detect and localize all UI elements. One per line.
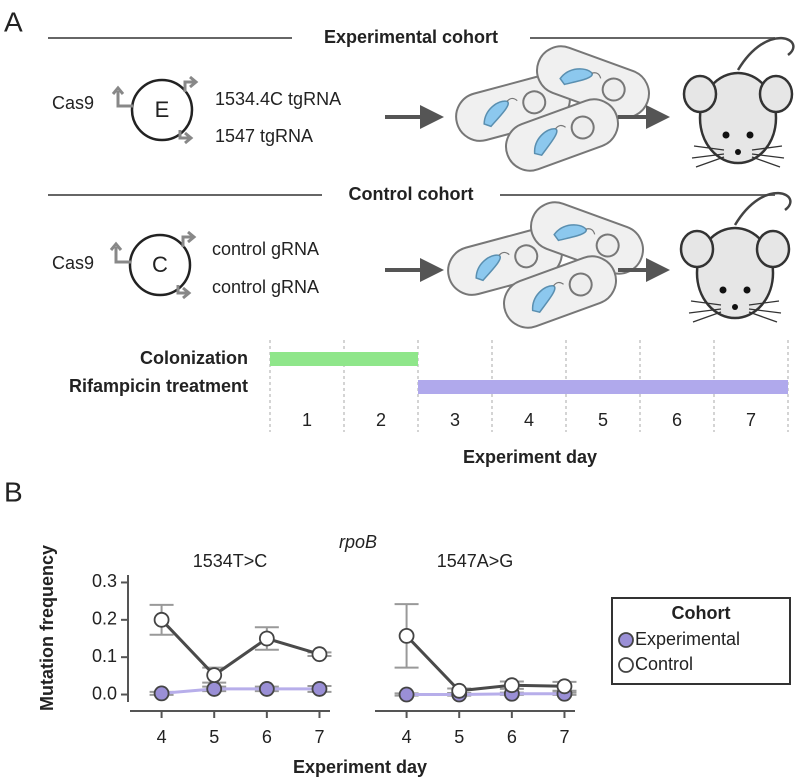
legend-label: Experimental xyxy=(635,629,740,649)
marker xyxy=(311,681,328,697)
legend-marker xyxy=(618,657,634,673)
guide-label: control gRNA xyxy=(212,239,319,259)
marker xyxy=(311,646,328,663)
x-tick-label: 6 xyxy=(262,727,272,747)
marker xyxy=(206,667,223,684)
subplot-title: 1547A>G xyxy=(437,551,514,571)
plasmid-label: E xyxy=(155,97,170,122)
x-axis-title: Experiment day xyxy=(463,447,597,467)
timeline-label: Rifampicin treatment xyxy=(69,376,248,396)
legend-label: Control xyxy=(635,654,693,674)
promoter xyxy=(183,75,199,92)
y-tick-label: 0.2 xyxy=(92,609,117,629)
timeline-bar xyxy=(270,352,418,366)
cohort-title: Control cohort xyxy=(349,184,474,204)
gene-label: rpoB xyxy=(339,532,377,552)
x-tick-label: 4 xyxy=(402,727,412,747)
marker xyxy=(398,627,415,644)
promoter xyxy=(181,230,197,247)
legend-marker xyxy=(618,632,634,648)
marker xyxy=(451,682,468,699)
marker xyxy=(153,611,170,628)
timeline: 1 2 3 4 5 6 7 Colonization Rifampicin treatment E… xyxy=(69,340,789,467)
legend-title: Cohort xyxy=(672,603,731,623)
plasmid-label: C xyxy=(152,252,168,277)
promoter xyxy=(109,241,131,264)
subplot-title: 1534T>C xyxy=(193,551,268,571)
marker xyxy=(153,685,170,702)
y-tick-label: 0.0 xyxy=(92,683,117,703)
day-label: 4 xyxy=(524,410,534,430)
day-label: 7 xyxy=(746,410,756,430)
guide-label: control gRNA xyxy=(212,277,319,297)
panel-label: A xyxy=(4,6,23,37)
y-axis-title: Mutation frequency xyxy=(37,545,57,711)
x-tick-label: 5 xyxy=(454,727,464,747)
day-label: 3 xyxy=(450,410,460,430)
timeline-label: Colonization xyxy=(140,348,248,368)
day-label: 6 xyxy=(672,410,682,430)
plasmid xyxy=(128,233,192,297)
series-line xyxy=(160,618,320,678)
series-line xyxy=(161,687,320,695)
day-label: 5 xyxy=(598,410,608,430)
legend: Experimental Control xyxy=(618,629,740,674)
guide-label: 1547 tgRNA xyxy=(215,126,313,146)
marker xyxy=(556,678,573,695)
series-line xyxy=(406,692,565,697)
plasmid xyxy=(130,78,194,142)
legend-box xyxy=(611,597,791,685)
guide-label: 1534.4C tgRNA xyxy=(215,89,341,109)
cohort-title: Experimental cohort xyxy=(324,27,498,47)
x-tick-label: 7 xyxy=(314,727,324,747)
x-tick-label: 6 xyxy=(507,727,517,747)
charts: 1534T>C 4 5 6 7 0.0 0.1 0.2 0.3 1547A>G 4 5 6 7 xyxy=(92,551,577,747)
series-line xyxy=(405,634,565,693)
mouse xyxy=(679,191,792,324)
marker xyxy=(258,630,275,647)
x-axis-title: Experiment day xyxy=(293,757,427,777)
day-label: 1 xyxy=(302,410,312,430)
panel-label: B xyxy=(4,476,23,507)
x-tick-label: 7 xyxy=(559,727,569,747)
promoter xyxy=(111,85,133,108)
marker xyxy=(206,681,223,697)
timeline-bar xyxy=(418,380,788,394)
x-tick-label: 5 xyxy=(209,727,219,747)
marker xyxy=(258,681,275,697)
protein-label: Cas9 xyxy=(52,253,94,273)
promoter xyxy=(176,285,192,300)
x-tick-label: 4 xyxy=(157,727,167,747)
mouse xyxy=(682,36,795,169)
protein-label: Cas9 xyxy=(52,93,94,113)
y-tick-label: 0.3 xyxy=(92,571,117,591)
marker xyxy=(503,677,520,694)
y-tick-label: 0.1 xyxy=(92,646,117,666)
marker xyxy=(398,686,415,703)
day-label: 2 xyxy=(376,410,386,430)
promoter xyxy=(178,130,194,145)
